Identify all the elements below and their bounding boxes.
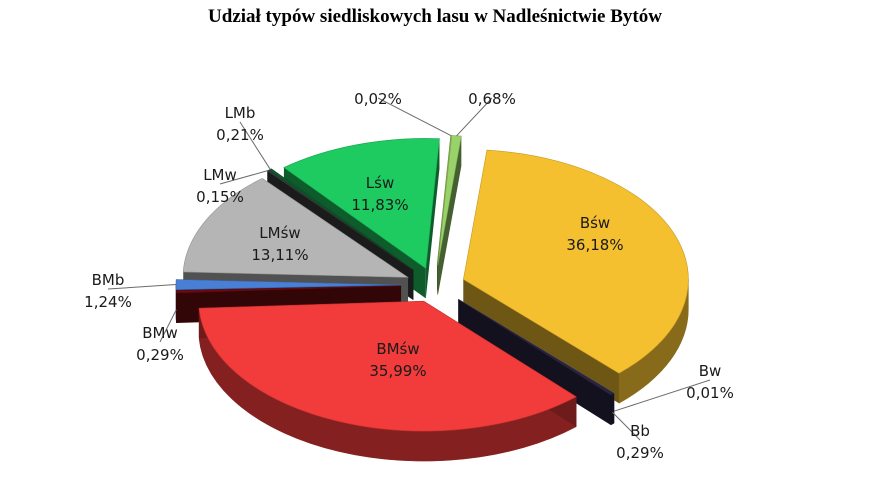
leader-line [456,97,493,137]
pie-slice-bb [458,299,615,396]
slice-value: 0,02% [354,90,402,108]
slice-label: LMw 0,15% [196,166,244,206]
slice-label: Lśw 11,83% [351,174,408,214]
slice-value: 13,11% [251,246,308,264]
pie-slice-edge [458,299,611,425]
slice-name: Bśw [580,214,610,232]
pie-slice-bmb [175,279,402,290]
slice-value: 11,83% [351,196,408,214]
slice-value: 0,29% [616,444,664,462]
pie-slice-lmb [268,168,414,271]
slice-label: Bw 0,01% [686,362,734,402]
pie-slice-lśw [283,138,440,269]
slice-name: BMśw [376,340,419,358]
slice-name: LMb [225,104,256,122]
pie-slice-edge [437,136,462,296]
slice-name: Lśw [366,174,394,192]
slice-label: BMw 0,29% [136,324,184,364]
slice-value: 0,21% [216,126,264,144]
leader-line [219,170,269,185]
leader-line [107,284,177,290]
slice-value: 36,18% [566,236,623,254]
leader-line [159,309,177,343]
pie-slice-bmśw [198,300,577,432]
leader-line [377,97,452,137]
slice-value: 0,01% [686,384,734,402]
slice-name: Bw [699,362,722,380]
slice-label: Bśw 36,18% [566,214,623,254]
slice-label: 0,68% [468,90,516,108]
slice-name: LMw [203,166,237,184]
leader-line [239,121,271,170]
slice-name: BMw [142,324,178,342]
slice-name: LMśw [259,224,300,242]
pie-slice-unnamed-11 [437,135,462,266]
slice-label: BMb 1,24% [84,271,132,311]
slice-label: BMśw 35,99% [369,340,426,380]
pie-slice-bmw [175,285,402,294]
chart-title: Udział typów siedliskowych lasu w Nadleś… [208,6,662,27]
pie-slice-bśw [463,149,689,374]
leader-line [611,411,641,441]
pie-slice-edge [425,138,440,299]
slice-value: 35,99% [369,362,426,380]
pie-slice-lmśw [182,178,410,278]
leader-line [613,379,711,412]
slice-value: 1,24% [84,293,132,311]
slice-label: 0,02% [354,90,402,108]
slice-value: 0,29% [136,346,184,364]
slice-label: LMb 0,21% [216,104,264,144]
slice-label: LMśw 13,11% [251,224,308,264]
slice-name: Bb [630,422,650,440]
slice-value: 0,68% [468,90,516,108]
slice-label: Bb 0,29% [616,422,664,462]
slice-name: BMb [92,271,125,289]
slice-value: 0,15% [196,188,244,206]
